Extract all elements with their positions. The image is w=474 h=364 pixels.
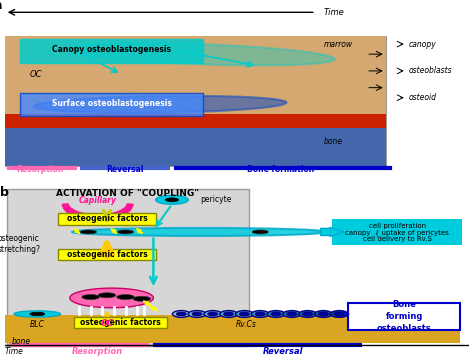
Ellipse shape xyxy=(165,198,179,202)
Text: Capillary: Capillary xyxy=(79,196,117,205)
Ellipse shape xyxy=(224,312,234,316)
FancyBboxPatch shape xyxy=(348,303,460,330)
Ellipse shape xyxy=(255,312,265,316)
FancyBboxPatch shape xyxy=(20,93,203,116)
Text: canopy: canopy xyxy=(409,40,437,49)
Ellipse shape xyxy=(14,311,61,317)
Ellipse shape xyxy=(98,293,116,298)
Ellipse shape xyxy=(330,310,348,317)
Text: osteoid: osteoid xyxy=(409,93,437,102)
Text: cell proliferation: cell proliferation xyxy=(369,223,426,229)
Text: Rv.Cs: Rv.Cs xyxy=(236,320,257,329)
Text: bone: bone xyxy=(323,137,343,146)
Ellipse shape xyxy=(188,310,206,317)
Ellipse shape xyxy=(204,310,222,317)
Ellipse shape xyxy=(267,310,285,317)
Text: OC: OC xyxy=(100,319,114,328)
Text: Reversal: Reversal xyxy=(263,347,304,356)
FancyBboxPatch shape xyxy=(20,39,203,63)
Ellipse shape xyxy=(208,312,218,316)
FancyBboxPatch shape xyxy=(58,213,155,225)
Ellipse shape xyxy=(192,312,202,316)
Ellipse shape xyxy=(334,312,344,316)
Ellipse shape xyxy=(30,312,45,316)
Text: Time: Time xyxy=(323,8,344,17)
Ellipse shape xyxy=(118,230,134,234)
Ellipse shape xyxy=(271,312,281,316)
FancyBboxPatch shape xyxy=(332,218,462,245)
Ellipse shape xyxy=(72,228,328,236)
Text: ACTIVATION OF "COUPLING": ACTIVATION OF "COUPLING" xyxy=(56,189,200,198)
Ellipse shape xyxy=(236,310,253,317)
Ellipse shape xyxy=(252,230,268,234)
Text: BLC: BLC xyxy=(30,320,45,329)
Ellipse shape xyxy=(64,43,335,66)
Ellipse shape xyxy=(117,294,134,300)
Text: Resorption: Resorption xyxy=(16,165,64,174)
Text: osteoblasts: osteoblasts xyxy=(409,66,453,75)
Ellipse shape xyxy=(70,288,154,308)
FancyBboxPatch shape xyxy=(5,315,460,343)
Ellipse shape xyxy=(239,312,249,316)
Ellipse shape xyxy=(133,296,151,301)
FancyBboxPatch shape xyxy=(7,189,248,346)
Text: cell delivery to Rv.S: cell delivery to Rv.S xyxy=(363,237,432,242)
Ellipse shape xyxy=(299,310,317,317)
Text: Surface osteoblastogenesis: Surface osteoblastogenesis xyxy=(52,99,172,108)
Ellipse shape xyxy=(176,312,186,316)
Ellipse shape xyxy=(315,310,332,317)
Ellipse shape xyxy=(82,294,100,300)
Text: OC: OC xyxy=(29,70,42,79)
Text: a: a xyxy=(0,0,1,12)
Text: Time: Time xyxy=(5,347,24,356)
Text: Reversal: Reversal xyxy=(107,165,144,174)
Ellipse shape xyxy=(283,310,301,317)
Ellipse shape xyxy=(287,312,297,316)
Text: Bone formation: Bone formation xyxy=(247,165,314,174)
Text: osteogenic
stretching?: osteogenic stretching? xyxy=(0,234,40,254)
FancyBboxPatch shape xyxy=(5,36,386,166)
Text: osteogenic factors: osteogenic factors xyxy=(81,318,161,327)
FancyBboxPatch shape xyxy=(58,249,155,261)
Ellipse shape xyxy=(34,96,286,113)
Text: osteogenic factors: osteogenic factors xyxy=(66,214,147,223)
Text: osteogenic factors: osteogenic factors xyxy=(66,250,147,259)
Text: pericyte: pericyte xyxy=(200,195,231,204)
Ellipse shape xyxy=(251,310,269,317)
FancyBboxPatch shape xyxy=(5,36,386,114)
Ellipse shape xyxy=(319,312,328,316)
Ellipse shape xyxy=(173,310,190,317)
Text: marrow: marrow xyxy=(323,40,353,49)
Text: Bone
forming
osteoblasts: Bone forming osteoblasts xyxy=(377,300,432,333)
FancyBboxPatch shape xyxy=(74,317,167,328)
Ellipse shape xyxy=(220,310,237,317)
FancyArrow shape xyxy=(320,228,344,236)
Text: b: b xyxy=(0,186,9,199)
Text: Resorption: Resorption xyxy=(72,347,123,356)
Text: canopy  { uptake of pericytes: canopy { uptake of pericytes xyxy=(346,229,449,236)
Text: bone: bone xyxy=(12,337,31,346)
Ellipse shape xyxy=(155,195,188,204)
Text: Canopy osteoblastogenesis: Canopy osteoblastogenesis xyxy=(52,46,171,55)
FancyBboxPatch shape xyxy=(5,124,386,166)
FancyBboxPatch shape xyxy=(5,114,386,128)
Ellipse shape xyxy=(80,230,97,234)
Ellipse shape xyxy=(302,312,313,316)
